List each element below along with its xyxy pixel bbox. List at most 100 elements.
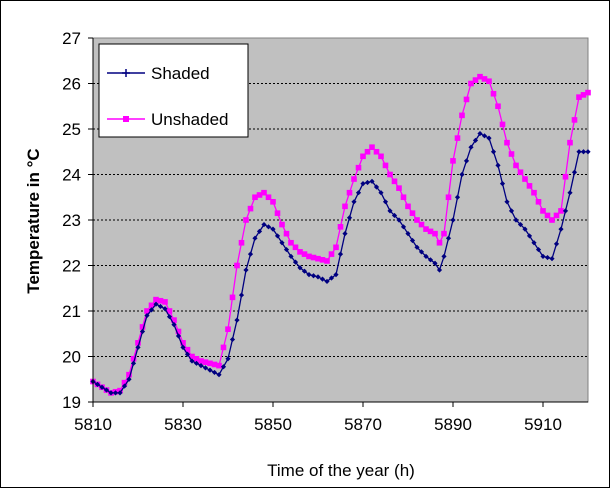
series-layer	[90, 73, 591, 396]
point-marker	[373, 184, 380, 190]
point-marker	[274, 210, 281, 216]
point-marker	[238, 239, 245, 246]
point-marker	[558, 208, 564, 214]
point-marker	[499, 181, 506, 187]
point-marker	[382, 162, 389, 169]
point-marker	[94, 381, 101, 387]
point-marker	[567, 139, 573, 146]
point-marker	[252, 235, 258, 241]
legend-shaded-marker	[122, 69, 130, 77]
point-marker	[490, 149, 497, 155]
legend-shaded-label: Shaded	[151, 64, 210, 83]
point-marker	[544, 212, 551, 219]
series-shaded	[90, 130, 591, 396]
point-marker	[261, 189, 267, 196]
point-marker	[270, 199, 276, 205]
point-marker	[391, 212, 398, 219]
point-marker	[567, 190, 573, 196]
y-tick-label: 27	[62, 29, 81, 48]
point-marker	[513, 217, 519, 223]
point-marker	[342, 231, 348, 237]
point-marker	[481, 76, 488, 82]
point-marker	[229, 294, 236, 301]
point-marker	[477, 130, 483, 137]
point-marker	[234, 317, 240, 323]
point-marker	[229, 336, 236, 343]
point-marker	[369, 178, 375, 184]
point-marker	[409, 237, 416, 244]
point-marker	[499, 121, 506, 128]
point-marker	[504, 199, 510, 205]
point-marker	[238, 292, 245, 298]
point-marker	[256, 228, 263, 234]
point-marker	[301, 268, 308, 274]
point-marker	[450, 217, 456, 223]
point-marker	[234, 262, 240, 269]
point-marker	[175, 333, 182, 339]
point-marker	[562, 173, 569, 180]
point-marker	[162, 299, 168, 305]
point-marker	[351, 199, 357, 205]
point-marker	[387, 171, 393, 178]
point-marker	[414, 217, 420, 223]
point-marker	[495, 162, 501, 168]
point-marker	[157, 297, 164, 304]
x-tick-label: 5850	[254, 415, 292, 434]
point-marker	[328, 251, 335, 257]
point-marker	[526, 233, 533, 239]
y-tick-label: 19	[62, 393, 81, 412]
point-marker	[279, 221, 285, 228]
point-marker	[207, 360, 213, 367]
point-marker	[216, 372, 222, 378]
point-marker	[409, 210, 416, 216]
point-marker	[108, 390, 114, 396]
point-marker	[432, 230, 438, 237]
point-marker	[103, 387, 110, 393]
point-marker	[373, 148, 380, 155]
point-marker	[414, 244, 420, 250]
point-marker	[405, 203, 411, 210]
point-marker	[324, 258, 330, 264]
point-marker	[139, 324, 146, 330]
point-marker	[423, 226, 429, 232]
y-tick-label: 24	[62, 166, 81, 185]
point-marker	[405, 231, 411, 237]
point-marker	[144, 308, 150, 314]
point-marker	[126, 376, 132, 382]
point-marker	[531, 189, 537, 196]
point-marker	[540, 208, 546, 214]
point-marker	[121, 379, 128, 386]
point-marker	[99, 384, 105, 390]
point-marker	[292, 259, 299, 265]
point-marker	[562, 208, 569, 214]
point-marker	[130, 355, 137, 362]
point-marker	[459, 112, 465, 119]
point-marker	[243, 217, 249, 223]
point-marker	[396, 217, 402, 223]
x-ticks: 5810 5830 5850 5870 5890 5910	[74, 402, 562, 434]
point-marker	[252, 194, 258, 201]
point-marker	[427, 228, 434, 235]
point-marker	[247, 205, 254, 212]
point-marker	[126, 371, 132, 378]
point-marker	[180, 344, 186, 350]
point-marker	[576, 149, 582, 155]
point-marker	[202, 365, 209, 371]
point-marker	[486, 135, 492, 141]
point-marker	[166, 308, 173, 314]
point-marker	[508, 208, 515, 214]
point-marker	[378, 153, 384, 160]
y-tick-label: 25	[62, 120, 81, 139]
point-marker	[153, 301, 159, 307]
point-marker	[382, 199, 389, 205]
x-tick-label: 5870	[344, 415, 382, 434]
point-marker	[540, 253, 546, 259]
point-marker	[288, 239, 294, 246]
point-marker	[517, 221, 524, 228]
point-marker	[270, 226, 276, 232]
point-marker	[144, 312, 150, 319]
x-tick-label: 5890	[434, 415, 472, 434]
point-marker	[463, 158, 470, 164]
point-marker	[189, 358, 195, 364]
point-marker	[477, 73, 483, 80]
